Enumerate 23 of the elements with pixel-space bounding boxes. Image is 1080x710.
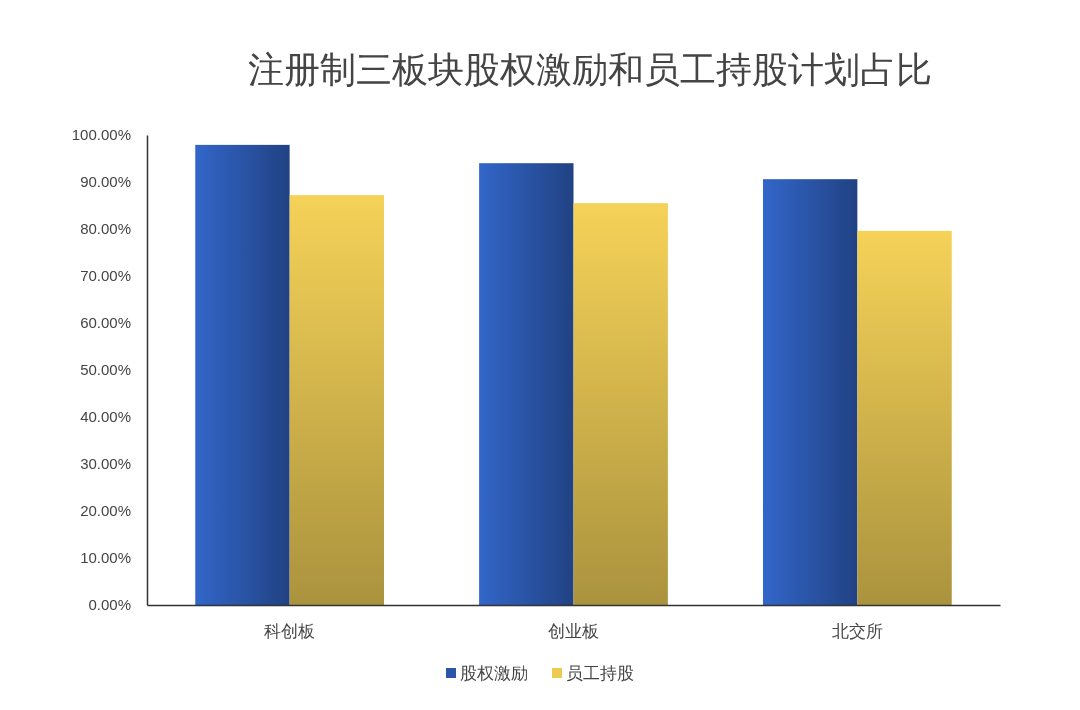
y-tick-label: 70.00% — [80, 267, 131, 285]
x-tick-label: 创业板 — [548, 622, 599, 642]
bar — [289, 195, 385, 605]
bar — [857, 230, 952, 605]
bar — [479, 163, 574, 605]
y-tick-label: 50.00% — [80, 361, 131, 379]
y-tick-label: 0.00% — [88, 596, 131, 614]
x-tick-label: 北交所 — [831, 622, 883, 642]
bar — [195, 144, 290, 605]
chart-title: 注册制三板块股权激励和员工持股计划占比 — [248, 49, 932, 90]
y-tick-label: 90.00% — [80, 173, 131, 191]
y-tick-label: 20.00% — [80, 502, 131, 520]
legend-label: 股权激励 — [460, 663, 528, 683]
y-tick-label: 80.00% — [80, 220, 131, 238]
y-tick-label: 10.00% — [80, 549, 131, 567]
y-tick-label: 30.00% — [80, 455, 131, 473]
y-tick-label: 40.00% — [80, 408, 131, 426]
y-tick-label: 60.00% — [80, 314, 131, 332]
bar — [573, 203, 668, 605]
bar — [762, 179, 858, 605]
legend-label: 员工持股 — [566, 663, 634, 683]
y-tick-label: 100.00% — [71, 126, 131, 144]
x-tick-label: 科创板 — [264, 622, 316, 642]
